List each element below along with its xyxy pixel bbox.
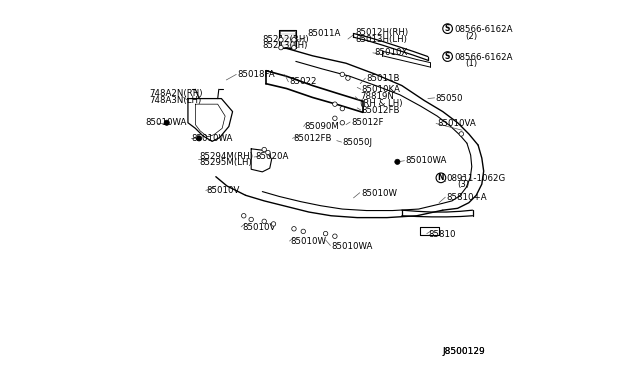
Text: 08911-1062G: 08911-1062G — [447, 174, 506, 183]
Text: J8500129: J8500129 — [443, 347, 486, 356]
Circle shape — [292, 227, 296, 231]
Text: J8500129: J8500129 — [443, 347, 486, 356]
Text: 85294M(RH): 85294M(RH) — [199, 152, 253, 161]
Text: 85012F: 85012F — [351, 118, 383, 126]
Text: 85213(LH): 85213(LH) — [262, 41, 308, 50]
Circle shape — [340, 106, 344, 111]
Text: (3): (3) — [458, 180, 470, 189]
Circle shape — [443, 24, 452, 33]
Text: 08566-6162A: 08566-6162A — [454, 25, 513, 34]
Circle shape — [395, 159, 400, 164]
Text: (1): (1) — [465, 60, 477, 68]
Text: 85020A: 85020A — [255, 153, 288, 161]
Circle shape — [333, 116, 337, 121]
Circle shape — [292, 45, 296, 50]
Text: 85011B: 85011B — [367, 74, 400, 83]
Circle shape — [461, 176, 466, 181]
Circle shape — [249, 217, 253, 222]
Text: 85010W: 85010W — [361, 189, 397, 198]
Circle shape — [292, 38, 296, 42]
Circle shape — [164, 120, 170, 125]
Text: (2): (2) — [465, 32, 477, 41]
Circle shape — [241, 214, 246, 218]
Text: 85012FB: 85012FB — [293, 134, 332, 143]
Circle shape — [196, 136, 202, 141]
Text: 748A3N(LH): 748A3N(LH) — [149, 96, 201, 105]
Text: 85010WA: 85010WA — [406, 156, 447, 165]
Circle shape — [323, 231, 328, 236]
Circle shape — [266, 150, 270, 155]
Text: 08566-6162A: 08566-6162A — [454, 53, 513, 62]
Text: 85022: 85022 — [289, 77, 317, 86]
Text: 85010X: 85010X — [374, 48, 407, 57]
Circle shape — [278, 45, 283, 50]
Text: 78819N: 78819N — [360, 92, 394, 101]
Circle shape — [333, 102, 337, 106]
Text: 85090M: 85090M — [305, 122, 339, 131]
Text: 85011A: 85011A — [307, 29, 340, 38]
Circle shape — [262, 219, 266, 224]
Text: 85295M(LH): 85295M(LH) — [199, 158, 252, 167]
Text: 85010V: 85010V — [207, 186, 240, 195]
Text: (RH & LH): (RH & LH) — [360, 99, 403, 108]
Text: 85010V: 85010V — [242, 223, 275, 232]
Text: N: N — [438, 173, 444, 182]
Text: 85012H(RH): 85012H(RH) — [355, 28, 408, 37]
Text: S: S — [445, 52, 451, 61]
Circle shape — [333, 234, 337, 238]
Text: 85010WA: 85010WA — [145, 118, 186, 126]
Text: 85010KA: 85010KA — [362, 85, 401, 94]
Text: 85050: 85050 — [435, 94, 463, 103]
Circle shape — [340, 72, 344, 77]
Circle shape — [459, 132, 463, 136]
Circle shape — [443, 52, 452, 61]
Text: 85013H(LH): 85013H(LH) — [355, 35, 407, 44]
Text: S: S — [445, 24, 451, 33]
Text: 85012FB: 85012FB — [362, 106, 400, 115]
Text: 85018FA: 85018FA — [237, 70, 275, 79]
Text: 85810: 85810 — [428, 230, 456, 239]
Circle shape — [301, 229, 305, 234]
Text: 85010W: 85010W — [291, 237, 326, 246]
Circle shape — [436, 173, 445, 183]
Text: 748A2N(RH): 748A2N(RH) — [149, 89, 202, 98]
Circle shape — [271, 222, 276, 226]
Text: 85050J: 85050J — [342, 138, 372, 147]
Circle shape — [278, 38, 283, 42]
Text: 85010WA: 85010WA — [191, 134, 233, 143]
Circle shape — [340, 121, 344, 125]
Text: 85212(RH): 85212(RH) — [262, 35, 309, 44]
Text: 85010VA: 85010VA — [437, 119, 476, 128]
Circle shape — [346, 76, 350, 80]
Circle shape — [262, 147, 266, 152]
Text: 85010WA: 85010WA — [331, 242, 372, 251]
Text: 85810+A: 85810+A — [447, 193, 487, 202]
